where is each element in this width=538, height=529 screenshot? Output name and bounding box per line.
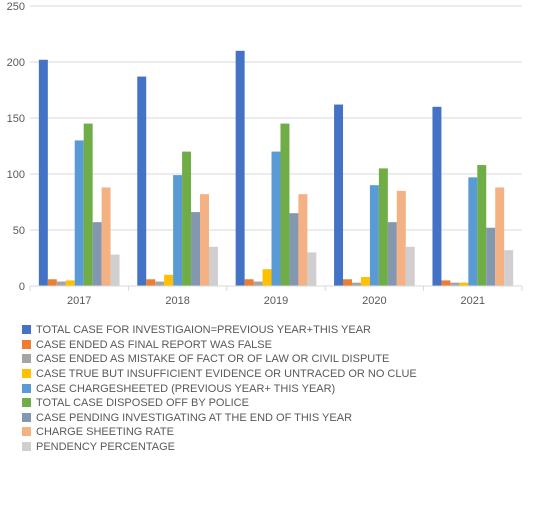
bar-final_false xyxy=(441,280,450,286)
bar-pend_pct xyxy=(307,252,316,286)
y-tick-label: 50 xyxy=(13,225,25,237)
bar-cs_rate xyxy=(397,191,406,286)
legend-item-final_false: CASE ENDED AS FINAL REPORT WAS FALSE xyxy=(22,339,520,352)
bar-chargesheeted xyxy=(75,140,84,286)
legend-swatch xyxy=(22,427,31,436)
bar-final_false xyxy=(146,279,155,286)
x-tick-label: 2019 xyxy=(264,295,288,307)
legend-label: CASE PENDING INVESTIGATING AT THE END OF… xyxy=(36,412,520,425)
legend-swatch xyxy=(22,354,31,363)
y-tick-label: 150 xyxy=(7,113,25,125)
bar-chargesheeted xyxy=(468,177,477,286)
bar-cs_rate xyxy=(298,194,307,286)
y-tick-label: 100 xyxy=(7,169,25,181)
legend-label: CASE ENDED AS FINAL REPORT WAS FALSE xyxy=(36,339,520,352)
bar-pending xyxy=(388,222,397,286)
bar-chargesheeted xyxy=(272,152,281,286)
legend-item-pend_pct: PENDENCY PERCENTAGE xyxy=(22,441,520,454)
legend-swatch xyxy=(22,340,31,349)
x-tick-label: 2020 xyxy=(362,295,386,307)
bar-total_inv xyxy=(334,105,343,286)
bar-mistake_fact xyxy=(254,282,263,286)
bar-mistake_fact xyxy=(352,283,361,286)
legend-label: PENDENCY PERCENTAGE xyxy=(36,441,520,454)
bar-total_inv xyxy=(39,60,48,286)
bar-total_inv xyxy=(432,107,441,286)
bar-total_inv xyxy=(236,51,245,286)
bar-insufficient xyxy=(66,280,75,286)
bar-chargesheeted xyxy=(370,185,379,286)
legend-label: CHARGE SHEETING RATE xyxy=(36,426,520,439)
bar-disposed xyxy=(84,124,93,286)
bar-chargesheeted xyxy=(173,175,182,286)
legend-swatch xyxy=(22,325,31,334)
bar-disposed xyxy=(280,124,289,286)
bar-pending xyxy=(486,228,495,286)
bar-insufficient xyxy=(263,269,272,286)
y-tick-label: 0 xyxy=(19,281,25,293)
legend-item-mistake_fact: CASE ENDED AS MISTAKE OF FACT OR OF LAW … xyxy=(22,353,520,366)
bar-final_false xyxy=(245,279,254,286)
bar-insufficient xyxy=(459,283,468,286)
legend-label: CASE ENDED AS MISTAKE OF FACT OR OF LAW … xyxy=(36,353,520,366)
bar-mistake_fact xyxy=(155,282,164,286)
x-tick-label: 2021 xyxy=(461,295,485,307)
bar-mistake_fact xyxy=(450,283,459,286)
x-tick-label: 2018 xyxy=(165,295,189,307)
x-tick-label: 2017 xyxy=(67,295,91,307)
bar-pending xyxy=(93,222,102,286)
bar-pending xyxy=(289,213,298,286)
legend-swatch xyxy=(22,413,31,422)
legend-item-pending: CASE PENDING INVESTIGATING AT THE END OF… xyxy=(22,412,520,425)
bar-pend_pct xyxy=(111,255,120,286)
bar-total_inv xyxy=(137,77,146,286)
legend-swatch xyxy=(22,384,31,393)
bar-chart: 0 50 100 150 200 250 2017 2018 2019 2020 2021 xyxy=(0,0,538,318)
bar-disposed xyxy=(379,168,388,286)
legend-label: CASE TRUE BUT INSUFFICIENT EVIDENCE OR U… xyxy=(36,368,520,381)
legend-label: TOTAL CASE DISPOSED OFF BY POLICE xyxy=(36,397,520,410)
bar-cs_rate xyxy=(102,187,111,286)
bar-insufficient xyxy=(164,275,173,286)
legend-item-total_inv: TOTAL CASE FOR INVESTIGAION=PREVIOUS YEA… xyxy=(22,324,520,337)
y-tick-label: 200 xyxy=(7,57,25,69)
bar-pend_pct xyxy=(209,247,218,286)
bar-insufficient xyxy=(361,277,370,286)
bar-pend_pct xyxy=(406,247,415,286)
legend-item-disposed: TOTAL CASE DISPOSED OFF BY POLICE xyxy=(22,397,520,410)
bar-cs_rate xyxy=(200,194,209,286)
legend-item-cs_rate: CHARGE SHEETING RATE xyxy=(22,426,520,439)
legend-item-chargesheeted: CASE CHARGESHEETED (PREVIOUS YEAR+ THIS … xyxy=(22,383,520,396)
legend-swatch xyxy=(22,398,31,407)
bar-mistake_fact xyxy=(57,282,66,286)
legend-label: CASE CHARGESHEETED (PREVIOUS YEAR+ THIS … xyxy=(36,383,520,396)
bar-disposed xyxy=(477,165,486,286)
legend-swatch xyxy=(22,442,31,451)
bar-final_false xyxy=(48,279,57,286)
legend: TOTAL CASE FOR INVESTIGAION=PREVIOUS YEA… xyxy=(22,322,520,456)
bar-final_false xyxy=(343,279,352,286)
legend-label: TOTAL CASE FOR INVESTIGAION=PREVIOUS YEA… xyxy=(36,324,520,337)
bar-cs_rate xyxy=(495,187,504,286)
bar-pending xyxy=(191,212,200,286)
y-tick-label: 250 xyxy=(7,1,25,13)
legend-item-insufficient: CASE TRUE BUT INSUFFICIENT EVIDENCE OR U… xyxy=(22,368,520,381)
bar-disposed xyxy=(182,152,191,286)
bar-pend_pct xyxy=(504,250,513,286)
legend-swatch xyxy=(22,369,31,378)
